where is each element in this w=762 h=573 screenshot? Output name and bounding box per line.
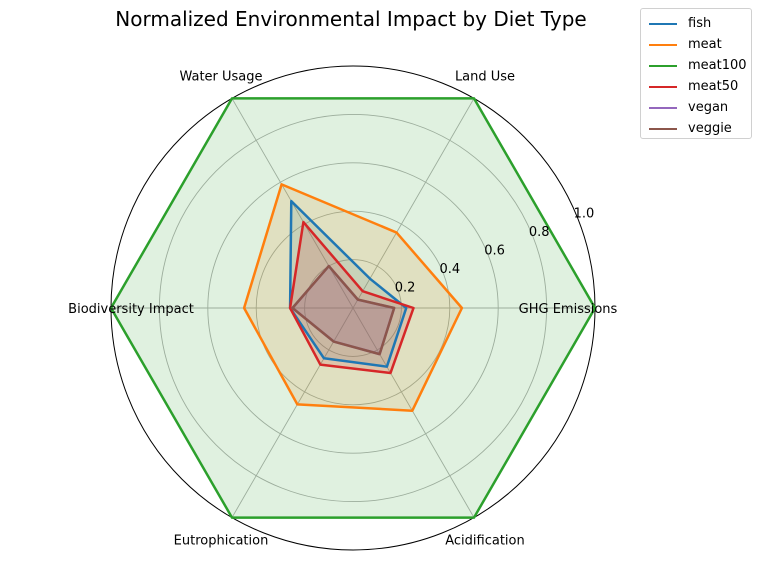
series-line-veggie	[291, 264, 396, 356]
legend: fish meat meat100 meat50 vegan veggie	[640, 8, 752, 139]
axis-label: Eutrophication	[174, 534, 269, 549]
radial-tick-label: 0.8	[529, 225, 550, 240]
legend-swatch	[649, 106, 677, 109]
series-line-meat100	[109, 97, 597, 519]
legend-label: meat100	[688, 58, 747, 73]
series-line-meat50	[288, 220, 415, 375]
series-fill-meat100	[111, 98, 595, 518]
series-fill-veggie	[292, 266, 395, 355]
legend-label: veggie	[688, 121, 732, 136]
legend-item-meat100: meat100	[649, 55, 751, 76]
legend-label: fish	[688, 16, 712, 31]
axis-label: Land Use	[455, 69, 515, 84]
radial-tick-label: 0.4	[439, 262, 460, 277]
legend-label: meat50	[688, 79, 739, 94]
axis-label-layer: 0.2 0.4 0.6 0.8 1.0 GHG Emissions Land Use Wate…	[68, 69, 617, 548]
grid-spoke	[231, 307, 354, 518]
grid-spoke	[352, 98, 475, 309]
chart-title: Normalized Environmental Impact by Diet …	[115, 7, 586, 31]
axis-label: Acidification	[445, 534, 525, 549]
axis-label: GHG Emissions	[519, 302, 618, 317]
legend-swatch	[649, 22, 677, 25]
series-line-meat	[242, 183, 464, 412]
series-fill-vegan	[292, 266, 395, 355]
legend-label: vegan	[688, 100, 729, 115]
legend-swatch	[649, 127, 677, 130]
radial-tick-label: 0.6	[484, 243, 505, 258]
radial-tick-label: 1.0	[574, 206, 595, 221]
series-layer	[109, 97, 597, 519]
series-fill-meat50	[290, 222, 414, 373]
legend-label: meat	[688, 37, 722, 52]
series-fill-fish	[290, 201, 407, 367]
legend-item-veggie: veggie	[649, 118, 751, 139]
legend-swatch	[649, 85, 677, 88]
axis-label: Biodiversity Impact	[68, 302, 194, 317]
radial-tick-label: 0.2	[395, 280, 416, 295]
legend-item-vegan: vegan	[649, 97, 751, 118]
axis-label: Water Usage	[179, 69, 262, 84]
series-fill-meat	[244, 184, 462, 411]
legend-item-meat: meat	[649, 34, 751, 55]
legend-swatch	[649, 64, 677, 67]
legend-item-meat50: meat50	[649, 76, 751, 97]
grid-spoke	[352, 307, 475, 518]
legend-item-fish: fish	[649, 13, 751, 34]
legend-swatch	[649, 43, 677, 46]
